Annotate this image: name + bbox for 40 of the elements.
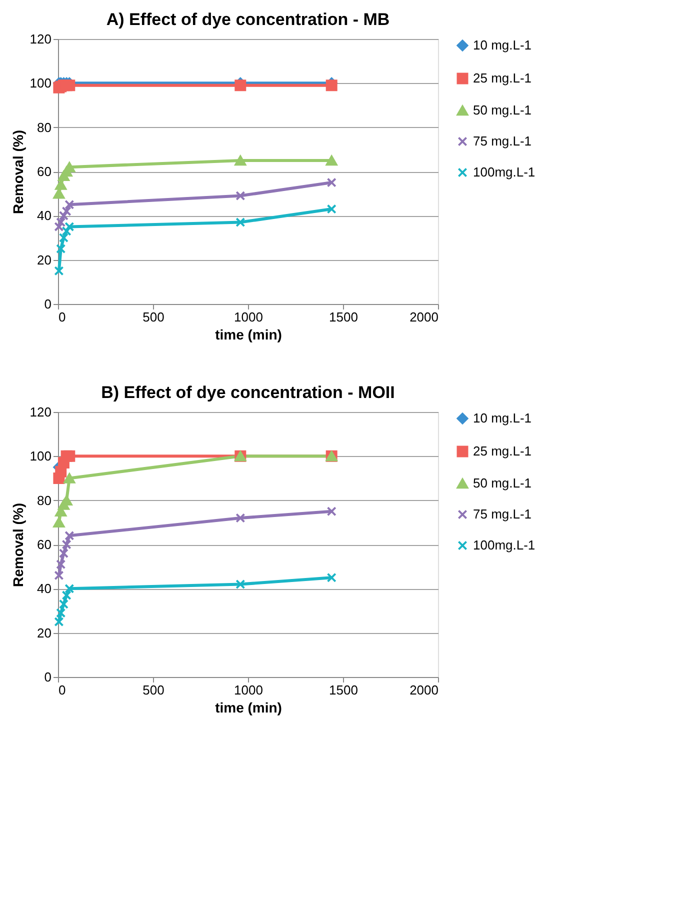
y-tick-label: 0: [44, 670, 52, 684]
y-tick-label: 120: [30, 32, 52, 46]
chart-title: A) Effect of dye concentration - MB: [106, 10, 390, 29]
legend-label: 25 mg.L-1: [473, 70, 532, 86]
legend-label: 10 mg.L-1: [473, 38, 532, 52]
x-tick-label: 1500: [329, 682, 358, 698]
x-tick-label: 0: [58, 310, 66, 324]
y-tick-label: 80: [37, 120, 52, 135]
x-tick-label: 2000: [410, 682, 438, 698]
y-tick-label: 60: [37, 537, 52, 552]
y-axis-title: Removal (%): [10, 130, 26, 214]
legend-label: 10 mg.L-1: [473, 410, 532, 426]
x-tick-label: 2000: [410, 310, 438, 324]
y-tick-label: 60: [37, 164, 52, 179]
y-tick-label: 80: [37, 492, 52, 508]
y-tick-label: 20: [37, 252, 52, 268]
legend-label: 75 mg.L-1: [473, 134, 532, 148]
y-tick-label: 100: [30, 76, 52, 91]
x-tick-label: 1000: [234, 310, 263, 324]
legend-label: 25 mg.L-1: [473, 444, 532, 458]
y-axis-title: Removal (%): [10, 502, 26, 588]
legend-label: 50 mg.L-1: [473, 102, 532, 118]
legend-label: 100mg.L-1: [473, 538, 536, 552]
y-tick-label: 20: [37, 625, 52, 640]
legend-label: 100mg.L-1: [473, 164, 536, 180]
x-tick-label: 1500: [329, 310, 358, 324]
x-tick-label: 500: [142, 682, 164, 698]
y-tick-label: 40: [37, 581, 52, 596]
legend-label: 75 mg.L-1: [473, 506, 532, 522]
x-tick-label: 1000: [234, 682, 263, 698]
y-tick-label: 120: [30, 404, 52, 420]
chart-title: B) Effect of dye concentration - MOII: [101, 383, 395, 402]
x-tick-label: 500: [142, 310, 164, 324]
x-axis-title: time (min): [215, 326, 282, 342]
x-tick-label: 0: [58, 682, 66, 698]
y-tick-label: 100: [30, 448, 52, 464]
legend-label: 50 mg.L-1: [473, 476, 532, 490]
y-tick-label: 40: [37, 208, 52, 224]
x-axis-title: time (min): [215, 700, 282, 716]
y-tick-label: 0: [44, 296, 52, 312]
